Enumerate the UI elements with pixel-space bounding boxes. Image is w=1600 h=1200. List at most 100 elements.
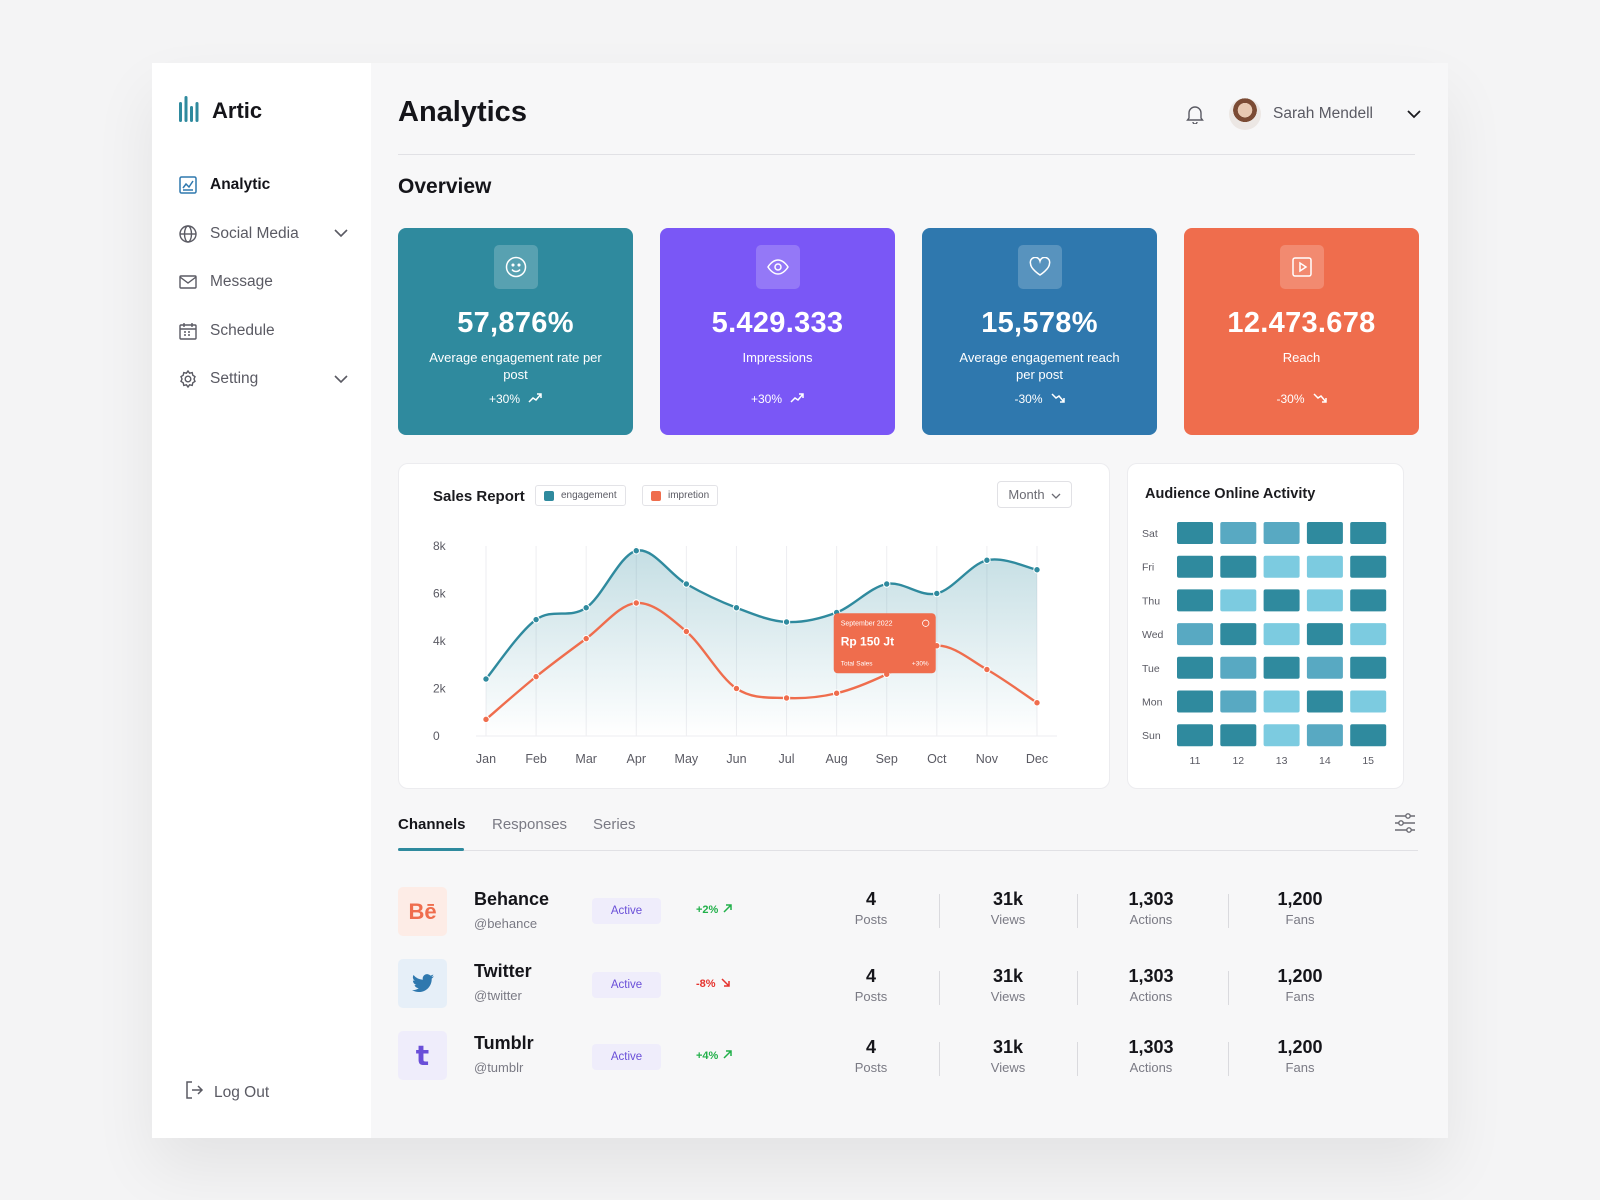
fans-label: Fans xyxy=(1285,1060,1315,1075)
page-title: Analytics xyxy=(398,96,527,128)
status-badge: Active xyxy=(592,972,661,998)
stat-label: Average engagement reach per post xyxy=(959,350,1120,382)
chart-tooltip: September 2022 Rp 150 Jt Total Sales +30% xyxy=(833,613,936,674)
avatar[interactable] xyxy=(1229,98,1262,130)
twitter-bird-icon xyxy=(398,959,447,1008)
heatmap-cell xyxy=(1350,623,1387,646)
fans-value: 1,200 xyxy=(1277,1037,1323,1057)
header-user-area: Sarah Mendell xyxy=(1183,96,1421,132)
x-tick-label: Apr xyxy=(627,752,646,766)
trending-down-icon xyxy=(1050,392,1065,406)
data-point-impretion xyxy=(1033,699,1041,707)
stat-change: -30% xyxy=(1276,392,1305,406)
chevron-down-icon[interactable] xyxy=(1407,109,1421,119)
fans-value: 1,200 xyxy=(1277,966,1323,986)
legend-impretion[interactable]: impretion xyxy=(642,485,719,506)
play-icon xyxy=(1279,245,1324,289)
legend-engagement[interactable]: engagement xyxy=(535,485,626,506)
channel-row-twitter[interactable]: Twitter @twitter Active -8% 4 Posts 31k Vi… xyxy=(398,957,1413,1009)
status-badge: Active xyxy=(592,1044,661,1070)
stat-divider xyxy=(1228,1042,1229,1076)
period-select[interactable]: Month xyxy=(997,481,1072,508)
sidebar-item-schedule[interactable]: Schedule xyxy=(178,307,348,356)
bell-icon[interactable] xyxy=(1183,102,1207,126)
channel-name: Twitter xyxy=(474,961,532,981)
trending-up-icon xyxy=(528,392,542,406)
actions-value: 1,303 xyxy=(1128,889,1174,909)
heatmap-row-label: Mon xyxy=(1142,697,1163,709)
stat-trend: -30% xyxy=(1184,392,1419,406)
header-divider xyxy=(398,154,1415,155)
logout-icon xyxy=(184,1080,204,1105)
series-area-engagement xyxy=(486,550,1037,736)
heatmap-row-label: Sat xyxy=(1142,528,1158,540)
chevron-down-icon[interactable] xyxy=(334,375,348,384)
heatmap-cell xyxy=(1220,656,1257,679)
heatmap-cell xyxy=(1263,656,1300,679)
heatmap-cell xyxy=(1263,555,1300,578)
stat-label: Average engagement rate per post xyxy=(429,350,602,382)
chevron-down-icon xyxy=(1051,487,1061,502)
user-name[interactable]: Sarah Mendell xyxy=(1273,105,1373,122)
y-tick-label: 2k xyxy=(433,682,447,696)
change-value: +4% xyxy=(696,1050,719,1062)
chevron-down-icon[interactable] xyxy=(334,229,348,238)
arrow-up-right-icon xyxy=(723,904,733,916)
heatmap-cell xyxy=(1306,656,1343,679)
x-tick-label: Sep xyxy=(876,752,898,766)
x-tick-label: Aug xyxy=(826,752,848,766)
stat-card-impressions[interactable]: 5.429.333 Impressions +30% xyxy=(660,228,895,435)
data-point-impretion xyxy=(782,694,791,702)
tooltip-label: Total Sales xyxy=(841,660,874,667)
heatmap-cell xyxy=(1306,690,1343,713)
heatmap-row-label: Sun xyxy=(1142,730,1161,742)
tab-responses[interactable]: Responses xyxy=(492,816,568,833)
stat-divider xyxy=(1077,971,1078,1005)
stat-card-engagement-reach[interactable]: 15,578% Average engagement reach per pos… xyxy=(922,228,1157,435)
heatmap-cell xyxy=(1350,656,1387,679)
data-point-impretion xyxy=(832,689,841,697)
channel-handle: @behance xyxy=(474,916,538,931)
trending-down-icon xyxy=(1312,392,1327,406)
filter-sliders-icon[interactable] xyxy=(1392,810,1418,836)
logout-label: Log Out xyxy=(214,1083,270,1101)
heatmap-cell xyxy=(1177,690,1213,713)
stat-divider xyxy=(1077,894,1078,928)
stat-value: 15,578% xyxy=(981,307,1098,339)
heatmap-cell xyxy=(1350,522,1387,544)
tab-series[interactable]: Series xyxy=(593,816,636,833)
change-value: -8% xyxy=(696,978,716,990)
stat-divider xyxy=(939,894,940,928)
tab-channels[interactable]: Channels xyxy=(398,816,466,833)
x-tick-label: Jul xyxy=(779,752,795,766)
sidebar-item-label: Social Media xyxy=(210,224,299,242)
logout-button[interactable]: Log Out xyxy=(184,1080,269,1105)
sidebar-item-analytic[interactable]: Analytic xyxy=(178,161,348,210)
status-badge: Active xyxy=(592,898,661,924)
sidebar-item-message[interactable]: Message xyxy=(178,258,348,307)
tumblr-icon: t xyxy=(398,1031,447,1080)
views-label: Views xyxy=(990,989,1026,1004)
legend-label: impretion xyxy=(668,490,710,501)
data-point-impretion xyxy=(532,672,540,681)
data-point-engagement xyxy=(933,589,941,598)
stat-divider xyxy=(939,971,940,1005)
sidebar-item-setting[interactable]: Setting xyxy=(178,355,348,404)
views-value: 31k xyxy=(992,889,1024,909)
channel-row-tumblr[interactable]: t Tumblr @tumblr Active +4% 4 Posts 31k Vi… xyxy=(398,1029,1413,1081)
stat-card-reach[interactable]: 12.473.678 Reach -30% xyxy=(1184,228,1419,435)
stat-label: Reach xyxy=(1282,350,1321,365)
gear-icon xyxy=(178,369,198,389)
heatmap-cell xyxy=(1263,623,1300,646)
heatmap-cell xyxy=(1306,522,1343,544)
brand[interactable]: Artic xyxy=(178,94,262,127)
x-tick-label: Dec xyxy=(1026,752,1048,766)
views-value: 31k xyxy=(992,1037,1024,1057)
sales-line-chart: 0 2k 4k 6k 8k Jan Feb Mar Apr May Jun Jul Aug Sep Oct N… xyxy=(433,539,1057,766)
sidebar-item-social-media[interactable]: Social Media xyxy=(178,210,348,259)
sidebar: Artic Analytic Social Media xyxy=(152,63,371,1138)
actions-stat: 1,303 Actions xyxy=(1101,1037,1201,1075)
channel-row-behance[interactable]: Bē Behance @behance Active +2% 4 Posts 31… xyxy=(398,885,1413,937)
stat-card-engagement-rate[interactable]: 57,876% Average engagement rate per post… xyxy=(398,228,633,435)
posts-label: Posts xyxy=(854,989,888,1004)
